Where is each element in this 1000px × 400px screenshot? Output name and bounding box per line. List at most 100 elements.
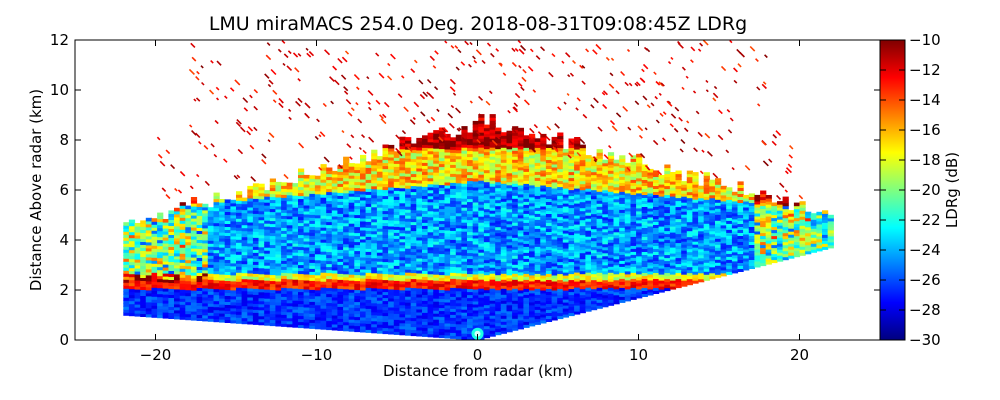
ldr-cell [371,233,378,238]
ldr-cell [472,282,479,287]
ldr-cell [354,187,361,192]
ldr-cell [613,210,620,215]
ldr-cell [365,215,372,219]
ldr-cell [483,259,491,264]
ldr-cell [207,243,214,247]
ldr-cell [371,245,378,250]
ldr-cell [331,224,338,229]
ldr-cell [410,218,417,223]
ldr-cell [331,284,338,289]
ldr-cell [461,336,468,340]
ldr-cell [624,222,631,227]
ldr-cell [489,159,496,163]
ldr-cell [489,321,496,325]
ldr-cell [303,264,310,269]
ldr-cell [624,291,631,296]
ldr-cell [500,201,507,205]
ldr-cell [489,183,496,187]
ldr-cell [354,232,361,237]
ldr-cell [438,160,446,165]
ldr-cell [275,307,282,312]
ldr-cell [298,204,305,209]
ldr-cell [365,203,372,207]
ldr-cell [286,239,293,244]
ldr-cell [286,200,293,205]
ldr-cell [264,262,271,266]
ldr-cell [467,255,474,260]
ldr-cell [602,171,609,176]
ldr-cell [224,316,231,320]
ldr-cell [534,153,541,157]
ldr-cell [478,297,485,301]
ldr-cell [190,245,198,249]
ldr-cell [478,120,485,124]
ldr-cell [427,327,434,332]
ldr-cell [433,319,440,323]
ldr-cell [467,315,474,320]
ldr-cell [506,271,513,276]
ldr-cell [500,195,507,199]
ldr-cell [196,245,203,249]
ldr-cell [179,298,186,302]
ldr-cell [506,130,513,135]
ldr-cell [585,179,592,183]
ldr-cell [343,270,350,275]
ldr-cell [534,288,541,292]
ldr-cell [591,192,598,197]
ldr-cell [619,278,626,282]
ldr-cell [213,237,220,242]
ldr-cell [568,201,575,206]
ldr-cell [247,305,254,310]
ldr-cell [190,248,198,252]
ldr-cell [540,316,547,321]
ldr-cell [252,300,260,304]
ldr-cell [540,139,547,144]
ldr-cell [433,139,440,143]
ldr-cell [354,202,361,207]
ldr-cell [326,188,333,193]
ldr-cell [241,203,248,208]
ldr-cell [557,237,564,242]
ldr-cell [534,183,541,187]
ldr-cell [523,303,530,307]
ldr-cell [607,152,615,156]
ldr-cell [478,267,485,271]
ldr-cell [320,317,327,321]
ldr-cell [388,279,395,284]
ldr-cell [281,212,288,216]
ldr-cell [303,270,310,275]
ldr-cell [416,281,423,286]
ldr-cell [624,210,631,215]
ldr-cell [461,147,468,151]
ldr-cell [382,219,389,224]
ldr-cell [320,257,327,261]
ldr-cell [438,187,446,192]
ldr-cell [630,188,637,192]
ldr-cell [467,303,474,308]
ldr-cell [568,249,575,254]
ldr-cell [343,258,350,263]
ldr-cell [450,302,457,306]
ldr-cell [196,209,203,213]
ldr-cell [461,267,468,271]
ldr-cell [636,156,643,161]
ldr-cell [286,194,293,199]
ldr-cell [360,253,367,258]
ldr-cell [382,246,389,251]
ldr-cell [433,229,440,233]
ldr-cell [236,275,243,279]
ldr-cell [399,163,406,168]
ldr-cell [128,219,136,224]
ldr-cell [281,272,288,276]
ldr-cell [123,234,130,238]
ldr-cell [365,170,372,174]
ldr-cell [450,275,457,279]
ldr-cell [326,191,333,196]
ldr-cell [371,173,378,178]
ldr-cell [438,214,446,219]
ldr-cell [320,281,327,285]
ldr-cell [506,181,513,186]
ldr-cell [303,297,310,302]
ldr-cell [337,210,344,214]
ldr-cell [529,154,536,159]
